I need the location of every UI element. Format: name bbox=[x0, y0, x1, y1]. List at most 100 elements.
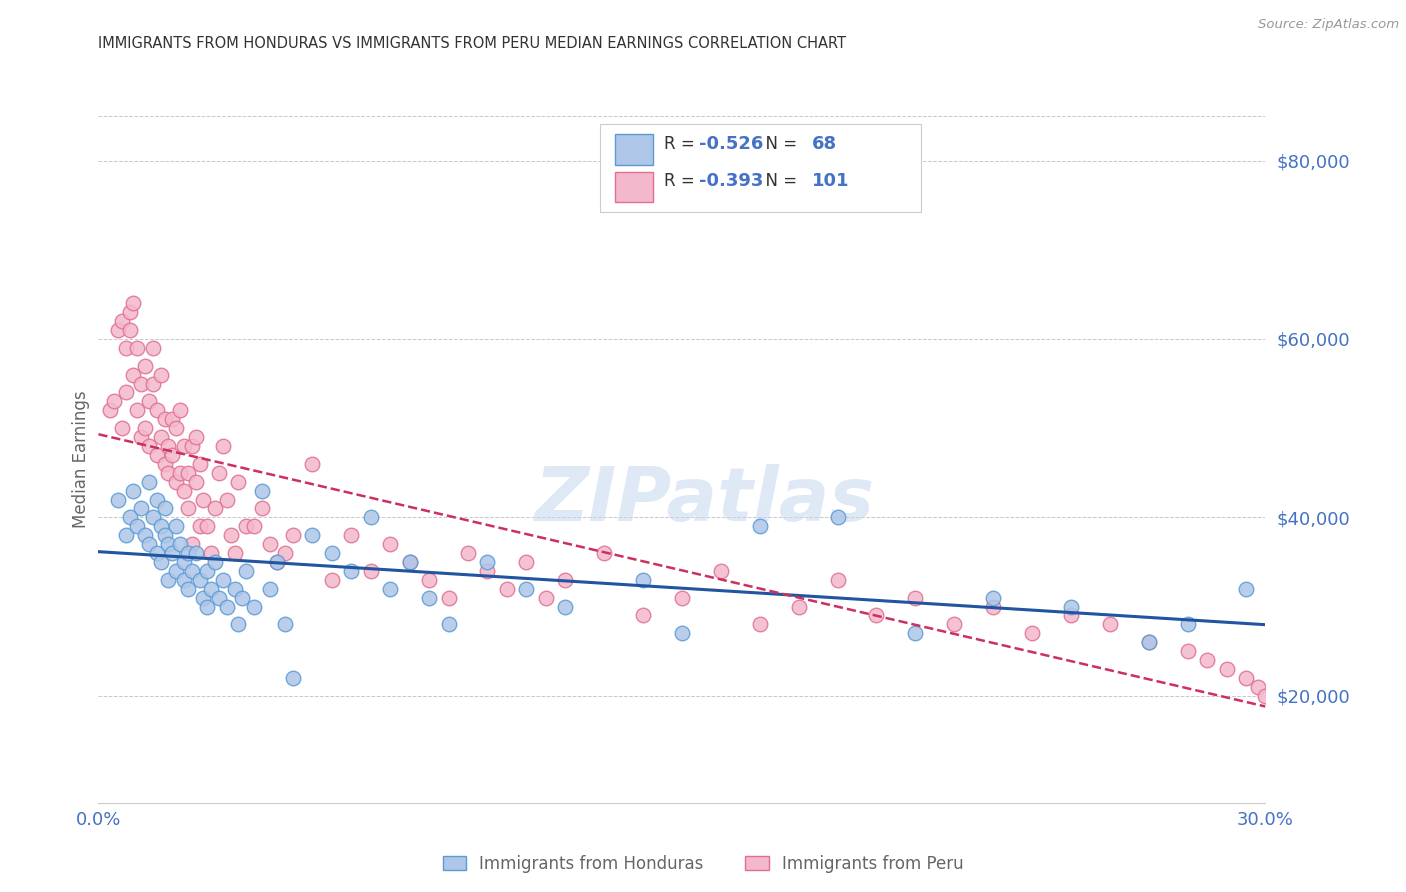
Text: R =: R = bbox=[665, 172, 700, 190]
Point bbox=[215, 599, 238, 614]
Point bbox=[180, 537, 202, 551]
Point bbox=[188, 457, 211, 471]
Point bbox=[165, 519, 187, 533]
Point bbox=[515, 582, 537, 596]
Point bbox=[219, 528, 242, 542]
Point bbox=[153, 501, 176, 516]
Point bbox=[259, 537, 281, 551]
Point bbox=[153, 457, 176, 471]
Point bbox=[827, 573, 849, 587]
FancyBboxPatch shape bbox=[600, 124, 921, 212]
Point bbox=[184, 546, 207, 560]
Y-axis label: Median Earnings: Median Earnings bbox=[72, 391, 90, 528]
Point bbox=[1021, 626, 1043, 640]
Point bbox=[787, 599, 810, 614]
Legend: Immigrants from Honduras, Immigrants from Peru: Immigrants from Honduras, Immigrants fro… bbox=[436, 848, 970, 880]
Point bbox=[134, 359, 156, 373]
Point bbox=[534, 591, 557, 605]
Point bbox=[173, 555, 195, 569]
Point bbox=[360, 510, 382, 524]
Point bbox=[149, 368, 172, 382]
Point bbox=[398, 555, 420, 569]
Point bbox=[631, 573, 654, 587]
Point bbox=[118, 305, 141, 319]
Point bbox=[515, 555, 537, 569]
Point bbox=[129, 501, 152, 516]
Point bbox=[157, 537, 180, 551]
Point bbox=[162, 546, 184, 560]
Text: R =: R = bbox=[665, 135, 700, 153]
Point bbox=[193, 591, 215, 605]
Point bbox=[111, 421, 134, 435]
Point bbox=[177, 466, 200, 480]
Text: N =: N = bbox=[755, 135, 803, 153]
Point bbox=[1274, 702, 1296, 716]
Point bbox=[477, 564, 499, 578]
Point bbox=[1294, 711, 1316, 725]
Point bbox=[259, 582, 281, 596]
Point bbox=[1098, 617, 1121, 632]
Point bbox=[153, 528, 176, 542]
Point bbox=[710, 564, 733, 578]
Point bbox=[127, 403, 149, 417]
Point bbox=[184, 430, 207, 444]
Point bbox=[169, 537, 191, 551]
Point bbox=[103, 394, 125, 409]
Point bbox=[188, 573, 211, 587]
Point bbox=[122, 296, 145, 310]
Point bbox=[208, 591, 231, 605]
Point bbox=[193, 492, 215, 507]
Point bbox=[1137, 635, 1160, 649]
Point bbox=[138, 475, 160, 489]
Point bbox=[195, 564, 218, 578]
Point bbox=[281, 528, 304, 542]
Point bbox=[266, 555, 288, 569]
Point bbox=[360, 564, 382, 578]
Point bbox=[274, 546, 297, 560]
Point bbox=[149, 555, 172, 569]
Point bbox=[138, 394, 160, 409]
Point bbox=[177, 546, 200, 560]
Point bbox=[301, 457, 323, 471]
Point bbox=[1215, 662, 1237, 676]
Point bbox=[340, 564, 363, 578]
Point bbox=[301, 528, 323, 542]
Point bbox=[146, 546, 169, 560]
Point bbox=[865, 608, 887, 623]
Point bbox=[142, 510, 165, 524]
Point bbox=[146, 403, 169, 417]
Point bbox=[169, 466, 191, 480]
Point bbox=[114, 341, 136, 355]
Point bbox=[1234, 671, 1257, 685]
Point bbox=[98, 403, 121, 417]
Point bbox=[904, 626, 927, 640]
Text: IMMIGRANTS FROM HONDURAS VS IMMIGRANTS FROM PERU MEDIAN EARNINGS CORRELATION CHA: IMMIGRANTS FROM HONDURAS VS IMMIGRANTS F… bbox=[98, 36, 846, 51]
Point bbox=[134, 421, 156, 435]
Point bbox=[138, 537, 160, 551]
Point bbox=[1177, 644, 1199, 658]
FancyBboxPatch shape bbox=[616, 135, 652, 165]
Point bbox=[228, 475, 250, 489]
Point bbox=[114, 385, 136, 400]
Point bbox=[165, 475, 187, 489]
Point bbox=[162, 448, 184, 462]
Point bbox=[1285, 706, 1308, 721]
Point bbox=[266, 555, 288, 569]
Point bbox=[943, 617, 966, 632]
Point bbox=[437, 591, 460, 605]
Point bbox=[1263, 698, 1285, 712]
Point bbox=[212, 573, 235, 587]
Point bbox=[180, 439, 202, 453]
Point bbox=[157, 439, 180, 453]
Point bbox=[146, 448, 169, 462]
Point bbox=[981, 599, 1004, 614]
Point bbox=[274, 617, 297, 632]
Point bbox=[1234, 582, 1257, 596]
Point bbox=[224, 582, 246, 596]
Point bbox=[1060, 608, 1083, 623]
Point bbox=[195, 599, 218, 614]
FancyBboxPatch shape bbox=[616, 171, 652, 202]
Point bbox=[157, 573, 180, 587]
Point bbox=[111, 314, 134, 328]
Point bbox=[671, 591, 693, 605]
